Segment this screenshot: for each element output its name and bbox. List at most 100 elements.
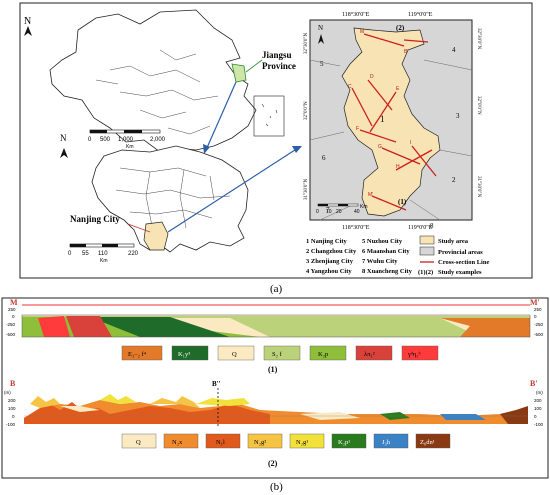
svg-text:N₂g²: N₂g²: [254, 439, 266, 446]
section-1-number: (1): [268, 365, 278, 374]
section-2-left-end: B: [10, 379, 16, 388]
lat-label-left-3: 31°30'0"N: [304, 179, 309, 200]
svg-text:4: 4: [452, 46, 456, 54]
svg-text:200: 200: [8, 398, 16, 403]
svg-text:(m): (m): [536, 390, 543, 395]
svg-text:0: 0: [534, 314, 537, 319]
svg-text:E: E: [396, 86, 400, 92]
caption-b: (b): [270, 481, 283, 493]
svg-text:Km: Km: [100, 258, 108, 264]
jiangsu-city-borders: [115, 167, 231, 229]
svg-text:40: 40: [354, 209, 360, 215]
svg-text:7: 7: [326, 206, 330, 214]
svg-text:Km: Km: [126, 144, 134, 150]
svg-text:200: 200: [534, 398, 542, 403]
svg-text:Q: Q: [232, 351, 237, 358]
lon-label-bottom-1: 118°30'0"E: [342, 224, 370, 231]
study-area-polygon: [341, 27, 441, 217]
svg-text:2,000: 2,000: [150, 137, 166, 143]
svg-text:M': M': [368, 192, 373, 198]
svg-text:0: 0: [534, 414, 537, 419]
svg-text:0: 0: [12, 314, 15, 319]
svg-text:100: 100: [534, 406, 542, 411]
caption-a: (a): [270, 283, 283, 295]
svg-text:S₂ f: S₂ f: [272, 351, 283, 358]
svg-text:2: 2: [452, 176, 456, 184]
north-arrow-icon: [318, 34, 324, 44]
north-label-2: N: [60, 133, 67, 143]
svg-text:1 Nanjing City: 1 Nanjing City: [306, 238, 348, 245]
svg-text:5 Nuzhou City: 5 Nuzhou City: [362, 238, 403, 245]
section-2-mid-label: B'': [212, 380, 221, 388]
jiangsu-pointer: [245, 59, 263, 73]
svg-text:7 Wuhu City: 7 Wuhu City: [362, 258, 398, 265]
north-label-3: N: [318, 24, 323, 32]
section-1-left-end: M: [10, 298, 18, 307]
city-legend: 1 Nanjing City 2 Changzhou City 3 Zhenji…: [306, 238, 413, 275]
jiangsu-province-label: Jiangsu Province: [262, 50, 296, 71]
svg-text:(m): (m): [4, 390, 11, 395]
nanjing-city-label: Nanjing City: [70, 214, 120, 224]
legend-study-area-swatch: [419, 235, 435, 245]
north-arrow-icon: [24, 26, 32, 36]
cross-section-lines: [351, 33, 437, 211]
jiangsu-highlight: [231, 63, 247, 83]
china-outline: [49, 9, 257, 153]
svg-text:8 Xuancheng City: 8 Xuancheng City: [362, 268, 413, 275]
section-point-labels: M B' C D E F G H I M': [348, 29, 411, 198]
china-province-borders: [95, 49, 219, 135]
svg-text:Km: Km: [360, 204, 368, 210]
svg-text:G: G: [378, 144, 382, 150]
svg-text:Study examples: Study examples: [438, 269, 482, 276]
svg-text:K₂p: K₂p: [318, 351, 328, 358]
svg-text:10: 10: [326, 209, 332, 215]
svg-text:6 Maanshan City: 6 Maanshan City: [362, 248, 410, 255]
svg-text:0: 0: [88, 137, 92, 143]
section-2-legend: Q N₂x N₁l N₂g² N₂g¹ K₂p¹ J₃h Z₀dn¹: [121, 433, 451, 449]
lat-label-left-1: 32°30'0"N: [304, 33, 309, 54]
svg-text:3 Zhenjiang City: 3 Zhenjiang City: [306, 258, 354, 265]
china-map: N Jiangsu Province 0 500 1,000 2,000 Km: [24, 9, 296, 153]
svg-text:-500: -500: [534, 332, 544, 337]
north-arrow-icon: [60, 148, 68, 158]
svg-text:Study area: Study area: [438, 238, 469, 245]
arrow-china-to-jiangsu: [205, 81, 237, 151]
section-1-profile: M M' 250 0 -250 -500 250 0 -250 -500: [6, 298, 544, 338]
section-2-label: (2): [396, 24, 405, 32]
svg-text:-500: -500: [6, 332, 16, 337]
svg-text:Q: Q: [136, 439, 141, 446]
svg-text:Cross-section Line: Cross-section Line: [438, 259, 489, 266]
south-sea-inset: [253, 95, 285, 137]
svg-text:Z₀dn¹: Z₀dn¹: [420, 439, 435, 446]
study-scale-bar: 0 10 20 40 Km: [316, 203, 368, 215]
svg-text:λπ₁²: λπ₁²: [364, 351, 375, 358]
lat-label-right-1: 32°30'0"N: [476, 28, 481, 49]
arrow-head-icon: [292, 146, 302, 153]
section-2-right-end: B': [530, 379, 538, 388]
region-numbers: 4 5 3 6 2 7 8 1: [320, 46, 460, 230]
svg-text:0: 0: [12, 414, 15, 419]
svg-text:N₂g¹: N₂g¹: [296, 439, 308, 446]
svg-text:1: 1: [380, 114, 385, 124]
south-sea-islands: [261, 103, 278, 127]
svg-text:0: 0: [68, 251, 72, 257]
arrow-head-icon: [203, 144, 210, 154]
svg-text:110: 110: [98, 251, 108, 257]
china-scale-bar: 0 500 1,000 2,000 Km: [88, 129, 166, 150]
lat-label-right-3: 31°30'0"N: [476, 176, 481, 197]
jiangsu-map: N Nanjing City 0 55 110 220 Km: [60, 133, 249, 264]
lat-label-right-2: 32°0'0"N: [476, 96, 481, 115]
svg-text:K₁y³: K₁y³: [178, 351, 190, 358]
svg-text:N₂x: N₂x: [172, 439, 183, 446]
section-1-label: (1): [398, 198, 407, 206]
nanjing-highlight: [143, 221, 169, 251]
svg-text:Provincial areas: Provincial areas: [438, 249, 483, 256]
svg-text:0: 0: [316, 209, 319, 215]
svg-text:1,000: 1,000: [118, 137, 134, 143]
section-2-number: (2): [268, 459, 278, 468]
svg-text:B': B': [404, 49, 408, 55]
svg-text:20: 20: [336, 209, 342, 215]
svg-text:2 Changzhou City: 2 Changzhou City: [306, 248, 357, 255]
svg-text:D: D: [370, 74, 374, 80]
